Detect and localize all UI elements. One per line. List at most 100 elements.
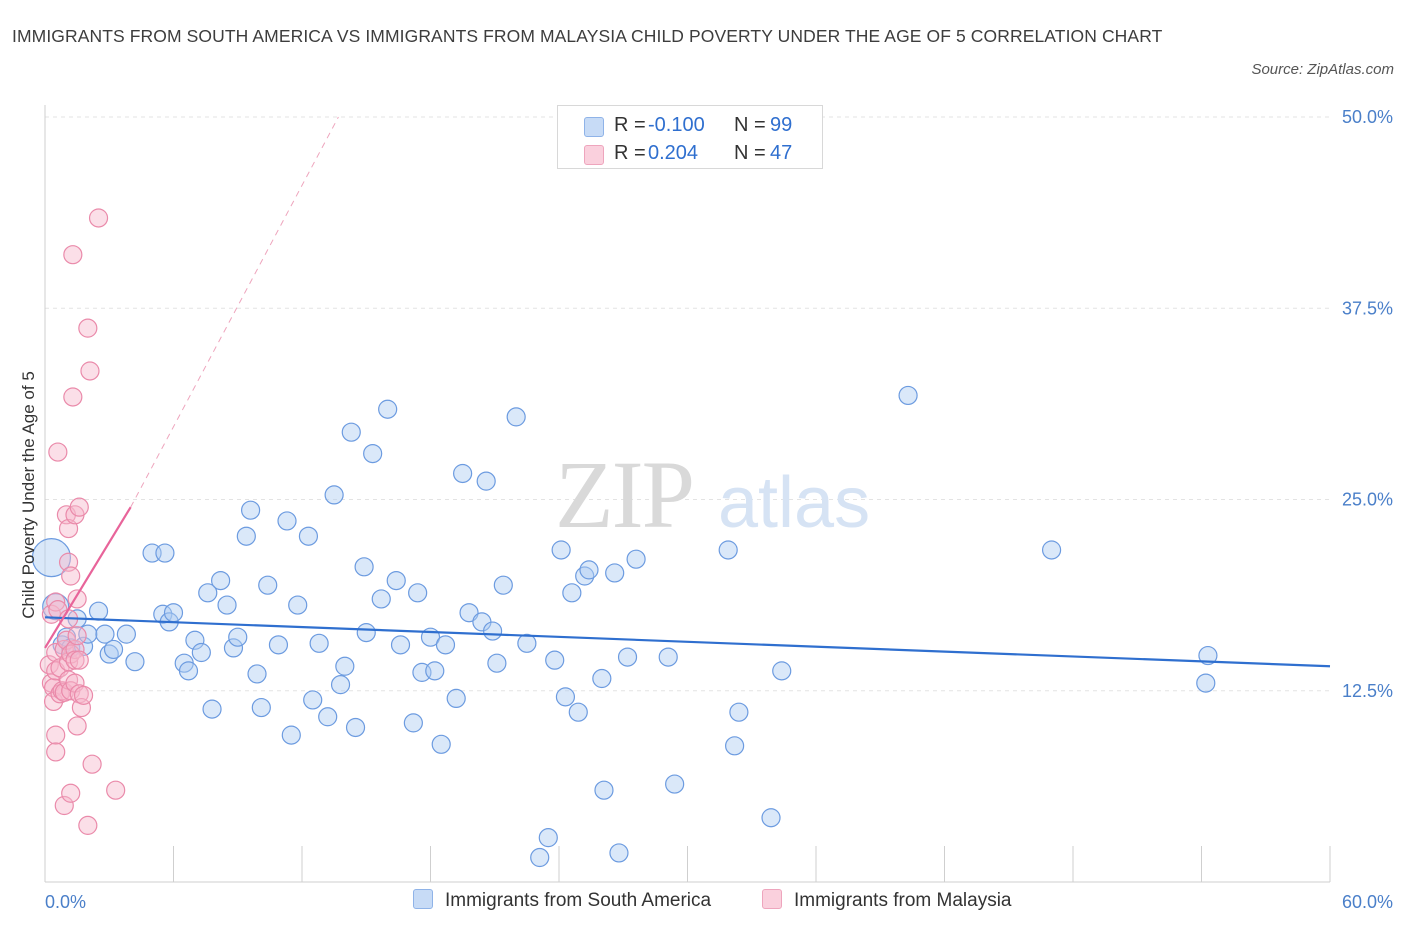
legend-swatch-south-america	[584, 117, 604, 137]
malaysia-point	[46, 592, 66, 612]
south-america-point	[617, 647, 638, 667]
south-america-point	[403, 713, 423, 733]
south-america-point	[386, 570, 406, 591]
south-america-point	[191, 642, 211, 663]
legend-n-value: 99	[770, 114, 793, 136]
bottom-legend-swatch-malaysia	[762, 889, 782, 909]
south-america-point	[898, 385, 918, 406]
south-america-point	[592, 668, 612, 689]
legend-r-label: R =	[614, 114, 646, 136]
series-malaysia-points	[39, 208, 126, 835]
bottom-legend-label-malaysia: Immigrants from Malaysia	[794, 890, 1012, 911]
south-america-point	[545, 650, 565, 670]
watermark: ZIP atlas	[555, 441, 870, 548]
south-america-point	[354, 557, 374, 577]
south-america-point	[281, 725, 301, 745]
malaysia-point	[61, 566, 81, 586]
south-america-point	[579, 560, 599, 580]
legend-r-value: -0.100	[648, 114, 705, 136]
bottom-legend-malaysia: Immigrants from Malaysia	[762, 889, 1012, 912]
south-america-point	[341, 422, 361, 442]
malaysia-point	[46, 742, 66, 762]
south-america-point	[309, 633, 329, 653]
grid-lines	[45, 116, 1330, 692]
south-america-point	[453, 463, 473, 484]
legend-n-value: 47	[770, 142, 793, 164]
south-america-point	[303, 690, 323, 710]
south-america-point	[330, 675, 351, 695]
south-america-point	[446, 688, 466, 709]
south-america-point	[718, 540, 738, 560]
malaysia-point	[73, 685, 94, 705]
malaysia-point	[46, 725, 66, 745]
south-america-point	[517, 633, 537, 653]
malaysia-point	[71, 697, 92, 718]
watermark-atlas: atlas	[718, 463, 870, 543]
malaysia-point	[61, 783, 81, 803]
south-america-point	[772, 661, 792, 681]
watermark-zip: ZIP	[555, 441, 693, 548]
south-america-point	[431, 734, 451, 754]
south-america-point	[493, 575, 513, 595]
south-america-point	[665, 774, 685, 794]
malaysia-point	[80, 361, 100, 381]
south-america-point	[555, 687, 576, 707]
y-tick-labels: 12.5% 25.0% 37.5% 50.0%	[1342, 107, 1393, 701]
malaysia-point	[88, 208, 109, 228]
south-america-point	[761, 808, 781, 828]
south-america-point	[236, 526, 256, 546]
south-america-point	[247, 664, 267, 684]
south-america-point	[116, 624, 136, 644]
chart-source: Source: ZipAtlas.com	[1251, 61, 1394, 78]
malaysia-point	[67, 716, 87, 736]
y-axis-label: Child Poverty Under the Age of 5	[19, 371, 38, 619]
x-tick-label-min: 0.0%	[45, 892, 86, 912]
malaysia-point	[67, 626, 87, 646]
trend-line-south-america	[44, 616, 1331, 668]
south-america-point	[476, 471, 496, 491]
bottom-legend-label-south-america: Immigrants from South America	[445, 890, 712, 911]
south-america-point	[506, 407, 526, 427]
correlation-legend: R = -0.100 N = 99 R = 0.204 N = 47	[557, 105, 823, 169]
south-america-point	[371, 589, 391, 609]
legend-r-label: R =	[614, 142, 646, 164]
south-america-point	[228, 627, 248, 647]
south-america-point	[594, 780, 614, 800]
bottom-legend-south-america: Immigrants from South America	[413, 889, 711, 912]
south-america-point	[568, 702, 588, 722]
trend-extension	[130, 116, 339, 508]
malaysia-point	[69, 497, 89, 517]
south-america-point	[435, 635, 456, 655]
malaysia-point	[69, 650, 89, 670]
south-america-point	[562, 583, 582, 603]
south-america-point	[551, 540, 571, 560]
south-america-point	[185, 630, 205, 650]
south-america-point	[258, 575, 278, 595]
y-tick-label-0: 12.5%	[1342, 681, 1393, 701]
series-south-america-points	[31, 385, 1218, 868]
south-america-point	[324, 485, 344, 505]
south-america-point	[178, 661, 199, 681]
south-america-point	[241, 500, 261, 520]
y-tick-label-2: 37.5%	[1342, 298, 1393, 318]
south-america-point	[1041, 540, 1062, 560]
malaysia-point	[106, 780, 126, 800]
south-america-point	[163, 603, 184, 623]
malaysia-point	[48, 442, 68, 462]
chart-title: IMMIGRANTS FROM SOUTH AMERICA VS IMMIGRA…	[12, 26, 1163, 46]
trend-line-malaysia	[44, 506, 132, 649]
south-america-point	[345, 717, 366, 738]
south-america-point	[223, 638, 244, 658]
south-america-point	[298, 526, 319, 546]
south-america-point	[103, 639, 124, 660]
south-america-point	[335, 656, 355, 676]
south-america-point	[217, 595, 237, 615]
malaysia-point	[65, 650, 85, 670]
south-america-point	[725, 736, 745, 756]
south-america-point	[211, 570, 231, 591]
malaysia-point	[63, 245, 83, 265]
south-america-point	[530, 847, 550, 868]
south-america-point	[155, 543, 175, 563]
south-america-point	[487, 653, 507, 673]
